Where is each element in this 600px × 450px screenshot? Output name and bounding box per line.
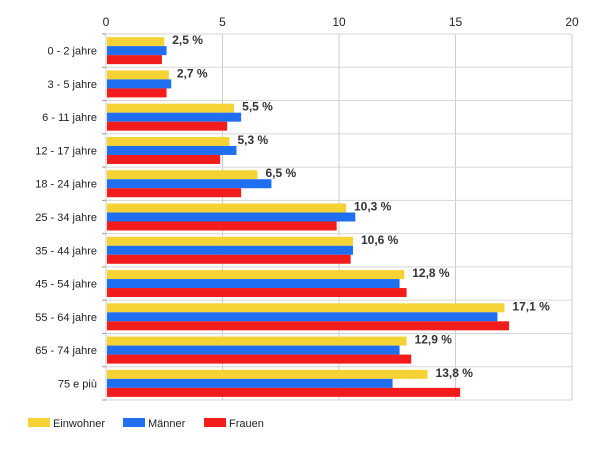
bar-einwohner (107, 70, 169, 79)
bar-einwohner (107, 204, 346, 213)
legend-swatch (28, 418, 50, 427)
category-label: 0 - 2 jahre (47, 46, 97, 58)
bar-m-nner (107, 246, 353, 255)
bar-frauen (107, 155, 220, 164)
legend-label: Frauen (229, 418, 264, 430)
bar-einwohner (107, 170, 257, 179)
data-label: 5,3 % (237, 133, 268, 147)
data-label: 2,7 % (177, 66, 208, 80)
bar-frauen (107, 321, 509, 330)
category-label: 45 - 54 jahre (35, 279, 97, 291)
category-labels: 0 - 2 jahre 3 - 5 jahre 6 - 11 jahre 12 - 1… (35, 46, 97, 391)
data-label: 17,1 % (512, 299, 550, 313)
bar-einwohner (107, 370, 428, 379)
legend: Einwohner Männer Frauen (28, 418, 264, 430)
data-label: 2,5 % (172, 33, 203, 47)
bar-einwohner (107, 237, 353, 246)
x-tick-label: 5 (219, 15, 226, 29)
category-label: 12 - 17 jahre (35, 145, 97, 157)
legend-label: Männer (148, 418, 186, 430)
x-tick-label: 0 (103, 15, 110, 29)
bar-m-nner (107, 146, 236, 155)
bar-einwohner (107, 137, 229, 146)
x-tick-label: 10 (332, 15, 346, 29)
bar-m-nner (107, 46, 167, 55)
bar-m-nner (107, 113, 241, 122)
bar-frauen (107, 255, 351, 264)
category-label: 75 e più (58, 378, 97, 390)
data-label: 10,3 % (354, 200, 392, 214)
data-label: 12,9 % (415, 333, 453, 347)
data-label: 12,8 % (412, 266, 450, 280)
bar-einwohner (107, 303, 504, 312)
bar-m-nner (107, 79, 171, 88)
bar-frauen (107, 288, 407, 297)
bar-m-nner (107, 279, 400, 288)
legend-swatch (123, 418, 145, 427)
bar-m-nner (107, 379, 393, 388)
data-label: 13,8 % (436, 366, 474, 380)
bar-frauen (107, 122, 227, 131)
x-axis-ticks: 0 5 10 15 20 (103, 15, 579, 29)
legend-swatch (204, 418, 226, 427)
bar-frauen (107, 355, 411, 364)
bar-m-nner (107, 312, 497, 321)
category-label: 6 - 11 jahre (42, 112, 97, 124)
bar-einwohner (107, 337, 407, 346)
bar-frauen (107, 188, 241, 197)
category-label: 35 - 44 jahre (35, 245, 97, 257)
bar-frauen (107, 88, 167, 97)
x-tick-label: 20 (565, 15, 579, 29)
bar-frauen (107, 222, 337, 231)
category-label: 25 - 34 jahre (35, 212, 97, 224)
bar-m-nner (107, 213, 355, 222)
category-label: 18 - 24 jahre (35, 179, 97, 191)
category-label: 55 - 64 jahre (35, 312, 97, 324)
bar-einwohner (107, 270, 404, 279)
legend-label: Einwohner (53, 418, 105, 430)
category-label: 65 - 74 jahre (35, 345, 97, 357)
bar-frauen (107, 388, 460, 397)
category-label: 3 - 5 jahre (47, 79, 97, 91)
bar-frauen (107, 55, 162, 64)
age-distribution-bar-chart: 0 5 10 15 20 0 - 2 jahre 3 - 5 jahre 6 - 11 ja… (0, 0, 600, 450)
bar-m-nner (107, 346, 400, 355)
bar-einwohner (107, 104, 234, 113)
data-label: 6,5 % (265, 166, 296, 180)
x-tick-label: 15 (449, 15, 463, 29)
data-label: 10,6 % (361, 233, 399, 247)
data-label: 5,5 % (242, 100, 273, 114)
bar-einwohner (107, 37, 164, 46)
bar-m-nner (107, 179, 271, 188)
